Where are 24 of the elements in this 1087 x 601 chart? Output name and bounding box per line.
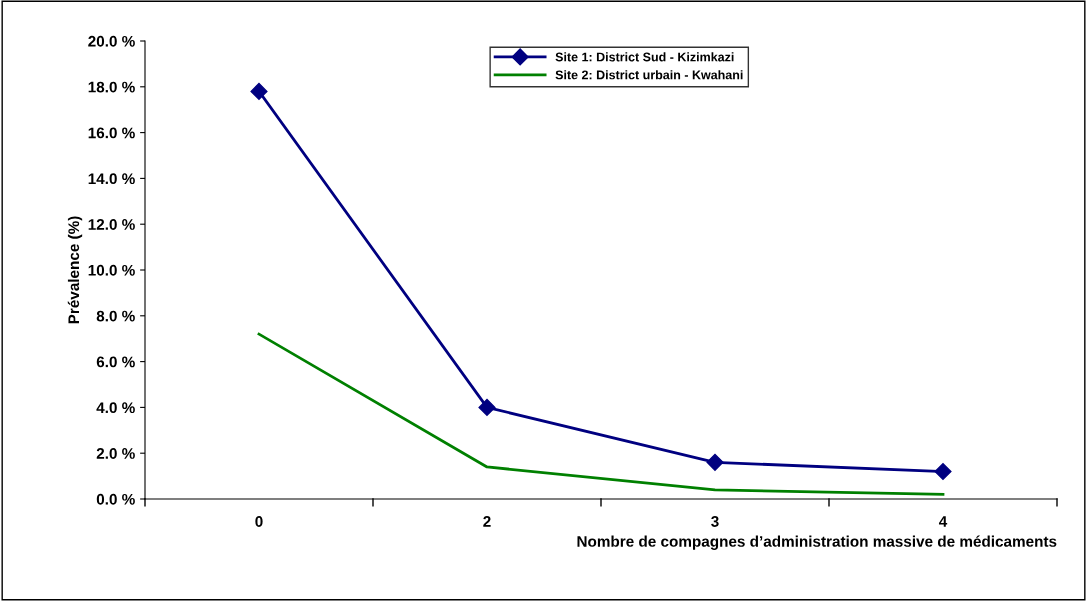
y-tick-label: 18.0 % <box>88 81 135 93</box>
y-tick-label: 4.0 % <box>96 402 135 414</box>
y-tick-label: 6.0 % <box>96 356 135 368</box>
point <box>706 453 724 471</box>
y-tick-label: 20.0 % <box>88 35 135 47</box>
point <box>250 82 268 100</box>
y-tick-label: 0.0 % <box>96 493 135 505</box>
x-tick-label: 3 <box>711 516 719 527</box>
y-tick-label: 2.0 % <box>96 448 135 459</box>
y-tick-label: 16.0 % <box>88 127 135 139</box>
legend-label: Site 2: District urbain - Kwahani <box>555 70 743 80</box>
x-axis-title: Nombre de compagnes d’administration massive de médicaments <box>577 535 1057 550</box>
point <box>934 462 952 481</box>
legend-label: Site 1: District Sud - Kizimkazi <box>555 52 734 62</box>
x-tick-label: 0 <box>255 516 263 527</box>
line-series <box>257 332 945 496</box>
y-tick-label: 8.0 % <box>96 310 135 322</box>
y-tick-label: 10.0 % <box>88 264 135 276</box>
x-tick-label: 4 <box>938 516 948 527</box>
y-axis-title: Prévalence (%) <box>67 216 83 324</box>
x-tick-label: 2 <box>483 516 491 527</box>
point <box>478 398 496 416</box>
y-tick-label: 14.0 % <box>88 173 135 185</box>
y-tick-label: 12.0 % <box>88 219 135 230</box>
